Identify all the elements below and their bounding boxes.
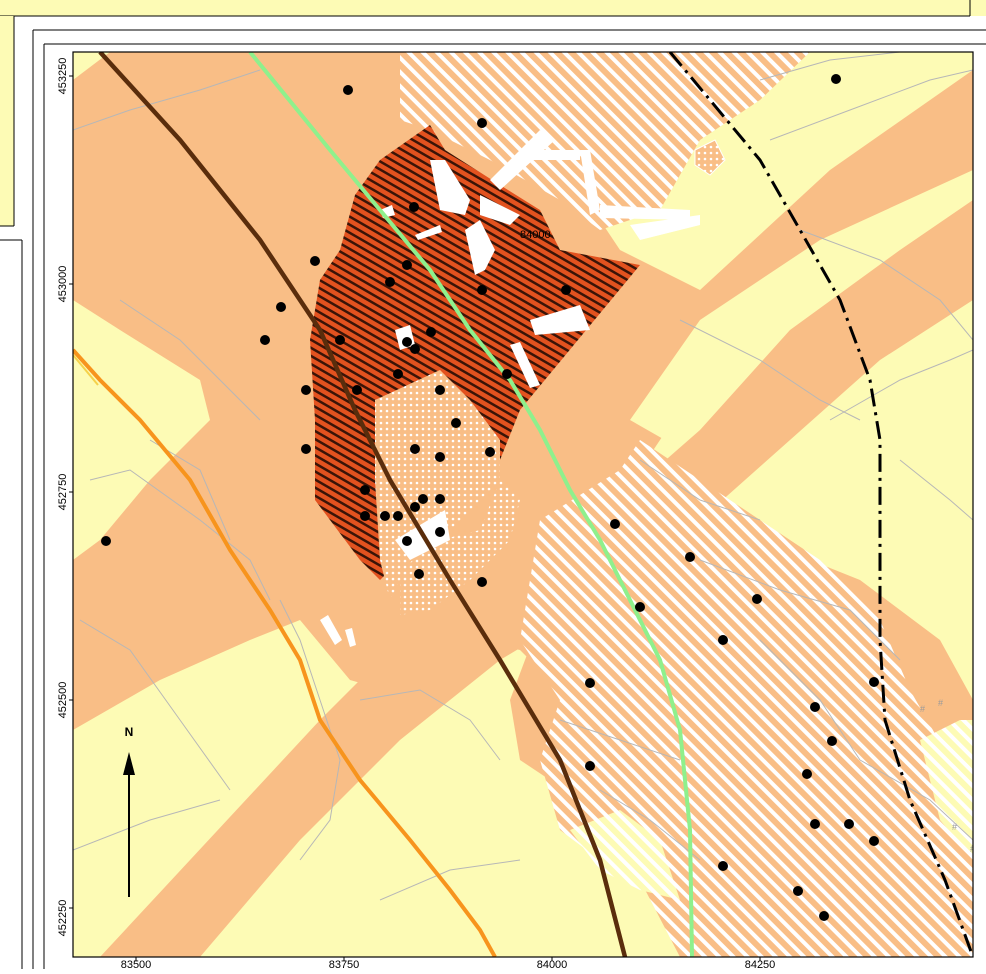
x-tick-label: 84000 [537, 959, 568, 969]
symbols: # # # # [920, 698, 975, 854]
svg-text:#: # [920, 704, 925, 714]
x-axis: 83500 83750 84000 84250 [121, 957, 776, 971]
y-axis: 453250 453000 452750 452500 452250 [57, 58, 73, 937]
boundary-line [668, 52, 973, 957]
road-green [248, 52, 694, 957]
north-arrow: N [123, 725, 135, 897]
y-tick-label: 452750 [57, 474, 69, 511]
x-tick-label: 84250 [745, 959, 776, 969]
grid-label: 84000 [520, 229, 551, 241]
road-brown [98, 52, 628, 957]
y-tick-label: 453250 [57, 58, 69, 95]
x-tick-label: 83500 [121, 959, 152, 969]
y-tick-label: 452250 [57, 900, 69, 937]
y-tick-label: 453000 [57, 266, 69, 303]
svg-text:#: # [970, 844, 975, 854]
road-orange [73, 348, 497, 957]
survey-points [101, 74, 879, 921]
map-border [72, 51, 974, 958]
y-tick-label: 452500 [57, 682, 69, 719]
svg-text:#: # [952, 822, 957, 832]
svg-text:#: # [938, 698, 943, 708]
road-yellow-edge [73, 354, 99, 386]
x-tick-label: 83750 [329, 959, 360, 969]
parcel-lines [73, 52, 973, 901]
north-label: N [125, 725, 134, 739]
